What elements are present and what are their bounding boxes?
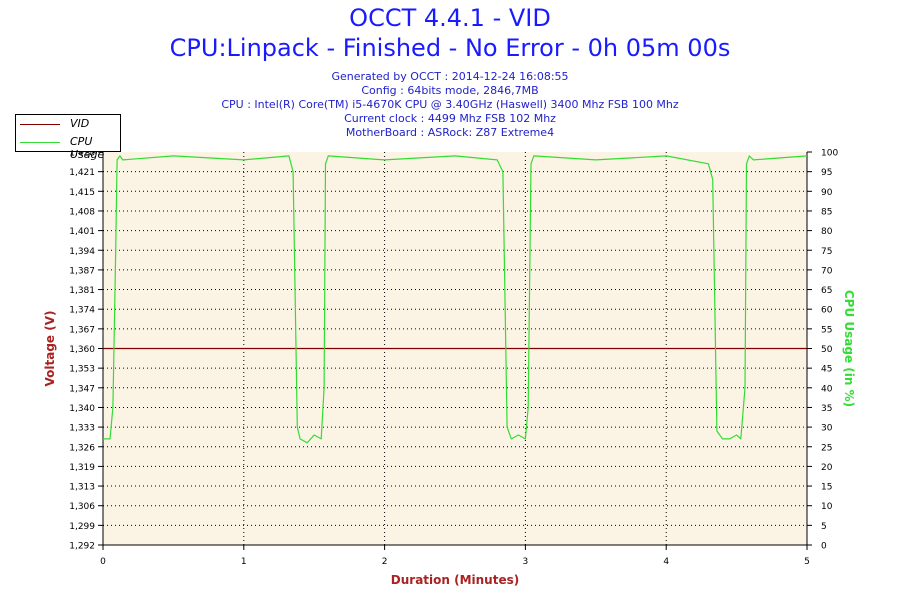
- y-tick-label-left: 1,326: [69, 443, 95, 453]
- x-axis-title: Duration (Minutes): [391, 573, 519, 587]
- y-tick-label-right: 85: [821, 207, 832, 217]
- legend-swatch-cpu-usage: [20, 142, 60, 143]
- y-tick-label-right: 20: [821, 463, 833, 473]
- info-generated: Generated by OCCT : 2014-12-24 16:08:55: [331, 70, 569, 83]
- y-tick-label-left: 1,347: [69, 384, 95, 394]
- legend-label-cpu-usage: CPU Usage: [70, 135, 105, 161]
- y-tick-label-left: 1,387: [69, 266, 95, 276]
- y-tick-label-left: 1,367: [69, 325, 95, 335]
- y-tick-label-right: 30: [821, 424, 833, 434]
- y-tick-label-right: 45: [821, 365, 832, 375]
- y-tick-label-right: 10: [821, 502, 833, 512]
- y-tick-label-left: 1,299: [69, 522, 95, 532]
- y-tick-label-left: 1,374: [69, 306, 95, 316]
- y-tick-label-right: 35: [821, 404, 832, 414]
- y-tick-label-right: 70: [821, 266, 833, 276]
- y-tick-label-left: 1,313: [69, 483, 95, 493]
- y-tick-label-left: 1,353: [69, 365, 95, 375]
- y-tick-label-right: 60: [821, 306, 833, 316]
- y-tick-label-right: 25: [821, 443, 832, 453]
- x-tick-label: 4: [663, 557, 669, 567]
- y-tick-label-left: 1,428: [69, 149, 95, 159]
- y-tick-label-right: 0: [821, 542, 827, 552]
- y-tick-label-left: 1,340: [69, 404, 95, 414]
- y-tick-label-left: 1,360: [69, 345, 95, 355]
- x-tick-label: 1: [241, 557, 247, 567]
- info-motherboard: MotherBoard : ASRock: Z87 Extreme4: [345, 126, 555, 139]
- y-tick-label-left: 1,319: [69, 463, 95, 473]
- y-tick-label-left: 1,401: [69, 227, 95, 237]
- y-tick-label-left: 1,306: [69, 502, 95, 512]
- x-tick-label: 5: [804, 557, 810, 567]
- x-tick-label: 0: [100, 557, 106, 567]
- y-axis-title-right: CPU Usage (in %): [842, 290, 856, 407]
- y-tick-label-left: 1,421: [69, 168, 95, 178]
- x-tick-label: 3: [523, 557, 529, 567]
- legend-label-vid: VID: [70, 117, 90, 130]
- chart-subtitle: CPU:Linpack - Finished - No Error - 0h 0…: [169, 34, 731, 62]
- y-tick-label-right: 80: [821, 227, 833, 237]
- y-tick-label-right: 75: [821, 247, 832, 257]
- y-tick-label-left: 1,292: [69, 542, 95, 552]
- series-line-cpu-usage: [103, 155, 808, 444]
- y-tick-label-left: 1,381: [69, 286, 95, 296]
- y-tick-label-left: 1,415: [69, 188, 95, 198]
- y-tick-label-right: 95: [821, 168, 832, 178]
- y-tick-label-right: 50: [821, 345, 833, 355]
- legend-swatch-vid: [20, 124, 60, 125]
- y-tick-label-right: 55: [821, 325, 832, 335]
- y-axis-title-left: Voltage (V): [43, 311, 57, 387]
- x-tick-label: 2: [382, 557, 388, 567]
- info-config: Config : 64bits mode, 2846,7MB: [361, 84, 539, 97]
- y-tick-label-left: 1,394: [69, 247, 95, 257]
- info-cpu: CPU : Intel(R) Core(TM) i5-4670K CPU @ 3…: [221, 98, 679, 111]
- y-tick-label-right: 15: [821, 483, 832, 493]
- y-tick-label-right: 5: [821, 522, 827, 532]
- y-tick-label-right: 65: [821, 286, 832, 296]
- y-tick-label-left: 1,333: [69, 424, 95, 434]
- y-tick-label-right: 90: [821, 188, 833, 198]
- y-tick-label-left: 1,408: [69, 207, 95, 217]
- info-clock: Current clock : 4499 Mhz FSB 102 Mhz: [344, 112, 556, 125]
- legend: VID CPU Usage: [15, 114, 121, 161]
- y-tick-label-right: 100: [821, 149, 838, 159]
- chart-title: OCCT 4.4.1 - VID: [349, 4, 551, 32]
- y-tick-label-right: 40: [821, 384, 833, 394]
